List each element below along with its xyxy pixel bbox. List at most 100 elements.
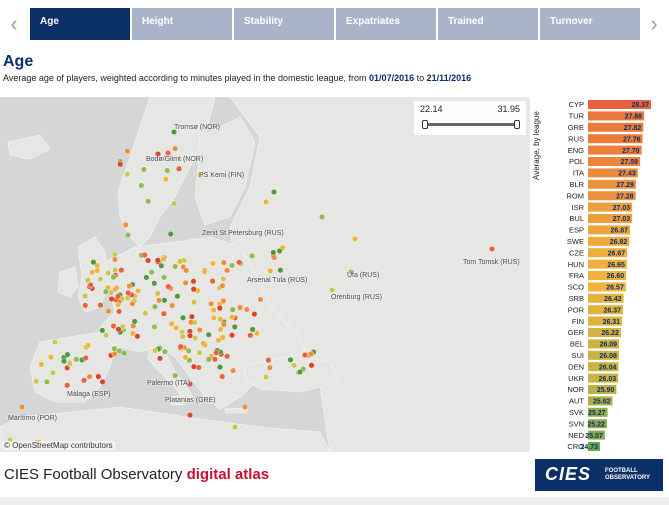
club-dot[interactable]	[176, 258, 183, 265]
club-dot[interactable]	[38, 361, 45, 368]
club-dot[interactable]	[86, 373, 93, 380]
club-dot[interactable]	[170, 129, 177, 136]
club-dot[interactable]	[263, 374, 270, 381]
club-dot[interactable]	[215, 337, 222, 344]
club-dot[interactable]	[152, 347, 159, 354]
club-dot[interactable]	[129, 330, 136, 337]
club-dot[interactable]	[82, 355, 89, 362]
club-dot[interactable]	[108, 295, 115, 302]
club-dot[interactable]	[172, 372, 179, 379]
club-dot[interactable]	[61, 358, 68, 365]
club-dot[interactable]	[253, 330, 260, 337]
club-dot[interactable]	[174, 293, 181, 300]
league-bar-nor[interactable]	[588, 385, 617, 394]
club-dot[interactable]	[43, 378, 50, 385]
club-dot[interactable]	[164, 167, 171, 174]
club-dot[interactable]	[209, 260, 216, 267]
club-dot[interactable]	[182, 354, 189, 361]
club-dot[interactable]	[196, 171, 203, 178]
club-dot[interactable]	[82, 302, 89, 309]
club-dot[interactable]	[228, 314, 235, 321]
club-dot[interactable]	[277, 267, 284, 274]
club-dot[interactable]	[263, 198, 270, 205]
club-dot[interactable]	[102, 332, 109, 339]
club-dot[interactable]	[267, 267, 274, 274]
club-dot[interactable]	[251, 311, 258, 318]
club-dot[interactable]	[154, 257, 161, 264]
europe-map[interactable]: Tromsø (NOR) Bodø/Glimt (NOR) PS Kemi (F…	[0, 97, 530, 452]
club-dot[interactable]	[99, 327, 106, 334]
club-dot[interactable]	[266, 364, 273, 371]
league-bar-ger[interactable]	[588, 328, 621, 337]
cies-logo[interactable]: CIES FOOTBALL OBSERVATORY	[535, 459, 663, 491]
league-bar-sco[interactable]	[588, 282, 626, 292]
club-dot[interactable]	[115, 326, 122, 333]
league-bar-srb[interactable]	[588, 293, 624, 303]
club-dot[interactable]	[230, 367, 237, 374]
tab-height[interactable]: Height	[132, 8, 232, 40]
club-dot[interactable]	[102, 288, 109, 295]
league-bar-sui[interactable]	[588, 350, 619, 360]
club-dot[interactable]	[219, 282, 226, 289]
club-dot[interactable]	[112, 266, 119, 273]
club-dot[interactable]	[161, 297, 168, 304]
club-dot[interactable]	[201, 268, 208, 275]
club-dot[interactable]	[169, 302, 176, 309]
club-dot[interactable]	[48, 354, 55, 361]
league-bar-isr[interactable]	[588, 202, 633, 212]
league-bar-pol[interactable]	[588, 157, 641, 166]
club-dot[interactable]	[186, 412, 193, 419]
club-dot[interactable]	[287, 356, 294, 363]
club-dot[interactable]	[156, 297, 163, 304]
club-dot[interactable]	[209, 278, 216, 285]
club-dot[interactable]	[237, 304, 244, 311]
club-dot[interactable]	[64, 351, 71, 358]
club-dot[interactable]	[105, 308, 112, 315]
club-dot[interactable]	[121, 350, 128, 357]
club-dot[interactable]	[164, 150, 171, 157]
club-dot[interactable]	[231, 323, 238, 330]
club-dot[interactable]	[122, 221, 129, 228]
slider-handle-min[interactable]	[422, 120, 428, 129]
league-bar-cze[interactable]	[588, 248, 628, 258]
club-dot[interactable]	[124, 231, 131, 238]
league-bar-bul[interactable]	[588, 214, 633, 223]
club-dot[interactable]	[33, 378, 40, 385]
club-dot[interactable]	[162, 176, 169, 183]
club-dot[interactable]	[308, 362, 315, 369]
club-dot[interactable]	[81, 293, 88, 300]
club-dot[interactable]	[117, 161, 124, 168]
club-dot[interactable]	[168, 320, 175, 327]
club-dot[interactable]	[241, 404, 248, 411]
club-dot[interactable]	[161, 348, 168, 355]
club-dot[interactable]	[186, 332, 193, 339]
club-dot[interactable]	[97, 302, 104, 309]
club-dot[interactable]	[172, 145, 179, 152]
tab-expatriates[interactable]: Expatriates	[336, 8, 436, 40]
tab-trained[interactable]: Trained	[438, 8, 538, 40]
map-attribution[interactable]: © OpenStreetMap contributors	[2, 441, 115, 450]
league-bar-den[interactable]	[588, 362, 619, 372]
club-dot[interactable]	[97, 275, 104, 282]
club-dot[interactable]	[142, 310, 149, 317]
club-dot[interactable]	[113, 284, 120, 291]
league-bar-svk[interactable]	[588, 407, 608, 417]
club-dot[interactable]	[210, 314, 217, 321]
club-dot[interactable]	[319, 213, 326, 220]
club-dot[interactable]	[81, 377, 88, 384]
club-dot[interactable]	[110, 322, 117, 329]
club-dot[interactable]	[125, 289, 132, 296]
club-dot[interactable]	[134, 333, 141, 340]
club-dot[interactable]	[185, 347, 192, 354]
club-dot[interactable]	[276, 247, 283, 254]
club-dot[interactable]	[249, 326, 256, 333]
league-bar-tur[interactable]	[588, 111, 645, 121]
league-bar-swe[interactable]	[588, 236, 630, 246]
club-dot[interactable]	[210, 307, 217, 314]
club-dot[interactable]	[90, 259, 97, 266]
club-dot[interactable]	[187, 319, 194, 326]
club-dot[interactable]	[247, 332, 254, 339]
club-dot[interactable]	[99, 378, 106, 385]
club-dot[interactable]	[196, 349, 203, 356]
slider-track[interactable]	[424, 123, 518, 126]
